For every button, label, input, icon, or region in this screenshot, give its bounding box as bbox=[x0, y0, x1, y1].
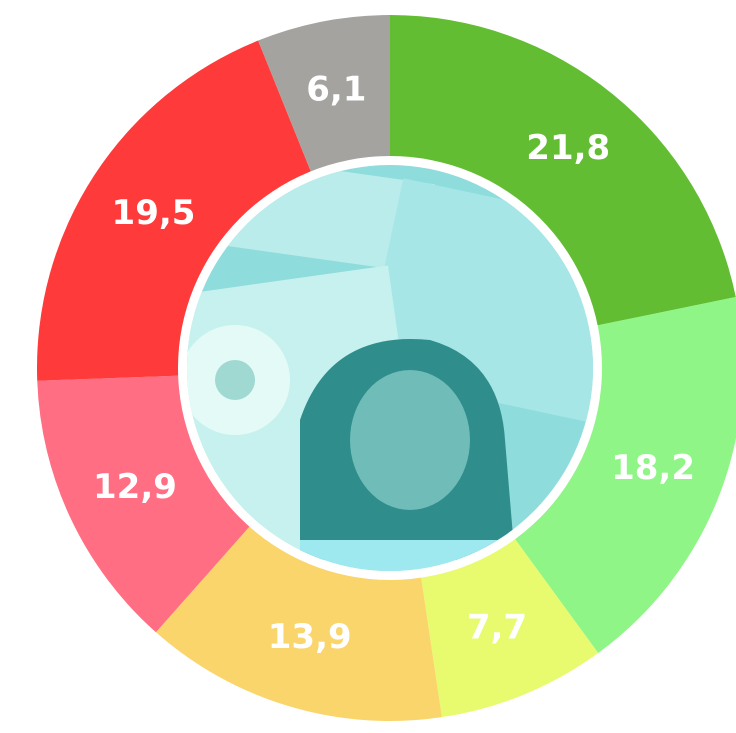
value-label: 7,7 bbox=[467, 607, 527, 647]
page: {"chart_data": {"type": "donut", "values… bbox=[0, 0, 736, 733]
value-label: 19,5 bbox=[112, 193, 196, 233]
value-label: 18,2 bbox=[611, 448, 695, 488]
value-label: 21,8 bbox=[526, 128, 610, 168]
value-label: 13,9 bbox=[268, 617, 352, 657]
value-label: 12,9 bbox=[93, 467, 177, 507]
value-label: 6,1 bbox=[306, 70, 366, 110]
chart: 21,8 18,2 7,7 13,9 12,9 19,5 6,1 bbox=[0, 0, 736, 733]
